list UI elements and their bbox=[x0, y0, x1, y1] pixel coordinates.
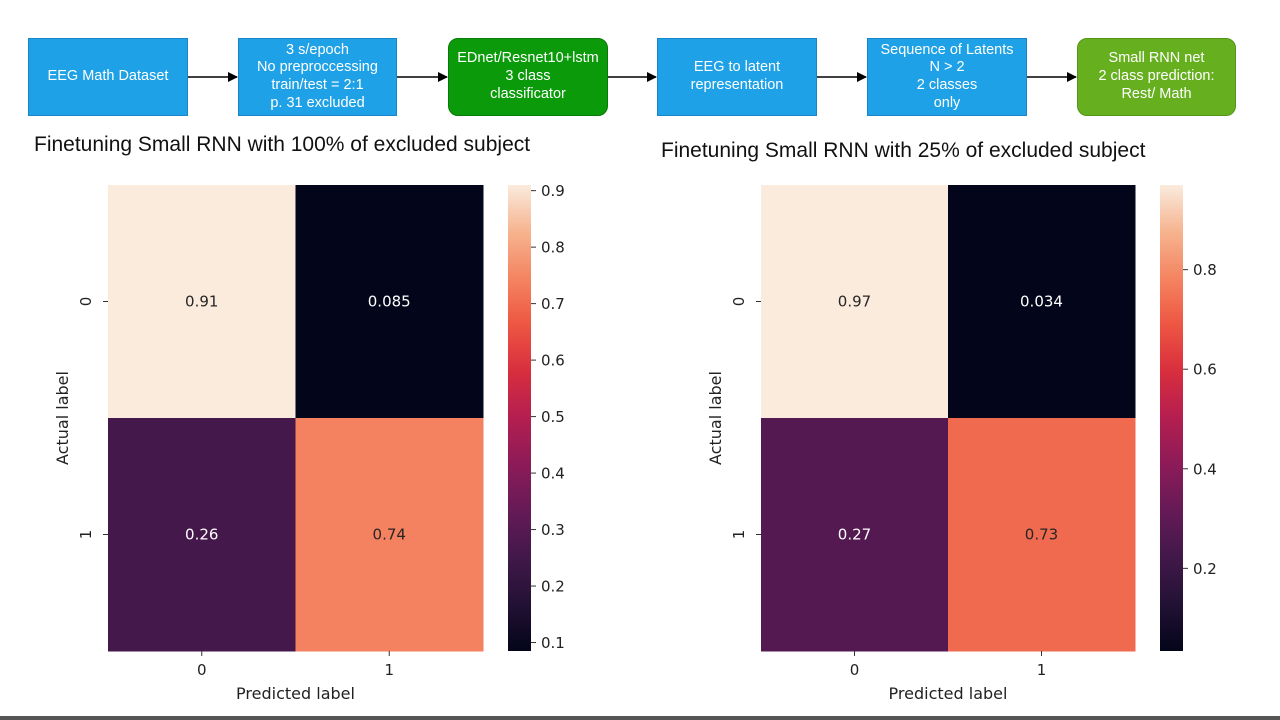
pipeline-step-classifier: EDnet/Resnet10+lstm 3 class classificato… bbox=[448, 38, 608, 116]
y-tick-label: 0 bbox=[730, 297, 748, 307]
bottom-divider bbox=[0, 716, 1280, 720]
colorbar-tick-label: 0.1 bbox=[541, 634, 565, 652]
y-tick-label: 1 bbox=[77, 530, 95, 540]
colorbar bbox=[1160, 185, 1183, 651]
colorbar-tick-label: 0.5 bbox=[541, 408, 565, 426]
pipeline-step-line: representation bbox=[690, 77, 784, 93]
heatmap-cell-label: 0.73 bbox=[1025, 526, 1058, 544]
colorbar-tick-label: 0.2 bbox=[541, 578, 565, 596]
pipeline-step-small-rnn: Small RNN net 2 class prediction: Rest/ … bbox=[1077, 38, 1236, 116]
colorbar-tick-label: 0.9 bbox=[541, 182, 565, 200]
pipeline-step-line: 3 s/epoch bbox=[286, 41, 349, 58]
x-axis-label: Predicted label bbox=[236, 684, 355, 703]
colorbar-tick-label: 0.8 bbox=[541, 239, 565, 257]
y-axis-label: Actual label bbox=[706, 371, 725, 465]
pipeline-step-latent: EEG to latent representation bbox=[657, 38, 817, 116]
colorbar bbox=[508, 185, 531, 651]
pipeline-step-line: 2 class prediction: bbox=[1098, 68, 1215, 85]
heatmap-cell-label: 0.034 bbox=[1020, 293, 1063, 311]
pipeline-step-line: Small RNN net bbox=[1108, 50, 1205, 67]
pipeline-step-sequence: Sequence of Latents N > 2 2 classes only bbox=[867, 38, 1027, 116]
pipeline-step-line: N > 2 bbox=[929, 59, 965, 76]
heatmap-cell-0-0 bbox=[108, 185, 296, 419]
pipeline-step-line: EEG to latent bbox=[693, 59, 781, 76]
heatmap-cell-label: 0.74 bbox=[373, 526, 406, 544]
pipeline-step-line: only bbox=[933, 94, 961, 111]
heatmap-cell-0-1 bbox=[948, 185, 1136, 419]
heatmap-cell-1-0 bbox=[761, 418, 949, 652]
pipeline-step-line: EDnet/Resnet10+lstm bbox=[457, 50, 599, 67]
pipeline-step-line: classificator bbox=[490, 85, 566, 102]
colorbar-tick-label: 0.8 bbox=[1193, 261, 1217, 279]
pipeline-step-line: No preproccessing bbox=[257, 59, 378, 76]
y-tick-label: 0 bbox=[77, 297, 95, 307]
colorbar-tick-label: 0.4 bbox=[1193, 460, 1217, 478]
chart-title-right: Finetuning Small RNN with 25% of exclude… bbox=[661, 139, 1146, 162]
pipeline-arrows bbox=[188, 72, 1077, 82]
colorbar-tick-label: 0.7 bbox=[541, 295, 565, 313]
y-tick-label: 1 bbox=[730, 530, 748, 540]
pipeline-step-line: 2 classes bbox=[916, 77, 978, 93]
pipeline-step-dataset: EEG Math Dataset bbox=[28, 38, 188, 116]
heatmap-cell-1-1 bbox=[295, 418, 484, 652]
colorbar-tick-label: 0.3 bbox=[541, 521, 565, 539]
heatmap-cell-label: 0.97 bbox=[838, 293, 871, 311]
heatmap-cell-label: 0.91 bbox=[185, 293, 218, 311]
x-axis-label: Predicted label bbox=[889, 684, 1008, 703]
colorbar-tick-label: 0.4 bbox=[541, 465, 565, 483]
x-tick-label: 0 bbox=[197, 661, 207, 679]
colorbar-tick-label: 0.6 bbox=[1193, 361, 1217, 379]
heatmap-cell-1-1 bbox=[948, 418, 1136, 652]
heatmap-cell-1-0 bbox=[108, 418, 296, 652]
y-axis-label: Actual label bbox=[53, 371, 72, 465]
pipeline-step-preprocessing: 3 s/epoch No preproccessing train/test =… bbox=[238, 38, 397, 116]
heatmap-cell-0-1 bbox=[295, 185, 484, 419]
heatmap-cell-label: 0.085 bbox=[368, 293, 411, 311]
pipeline-step-line: p. 31 excluded bbox=[270, 94, 365, 111]
pipeline-step-line: 3 class bbox=[505, 68, 551, 85]
heatmap-cell-label: 0.26 bbox=[185, 526, 218, 544]
heatmap-cell-0-0 bbox=[761, 185, 949, 419]
chart-title-left: Finetuning Small RNN with 100% of exclud… bbox=[34, 133, 531, 156]
colorbar-tick-label: 0.6 bbox=[541, 352, 565, 370]
pipeline-step-line: EEG Math Dataset bbox=[47, 68, 169, 85]
pipeline-step-line: Sequence of Latents bbox=[880, 41, 1014, 58]
x-tick-label: 1 bbox=[384, 661, 394, 679]
pipeline-step-line: Rest/ Math bbox=[1121, 85, 1192, 102]
x-tick-label: 0 bbox=[850, 661, 860, 679]
pipeline-step-line: train/test = 2:1 bbox=[271, 77, 364, 93]
x-tick-label: 1 bbox=[1037, 661, 1047, 679]
heatmap-cell-label: 0.27 bbox=[838, 526, 871, 544]
colorbar-tick-label: 0.2 bbox=[1193, 560, 1217, 578]
